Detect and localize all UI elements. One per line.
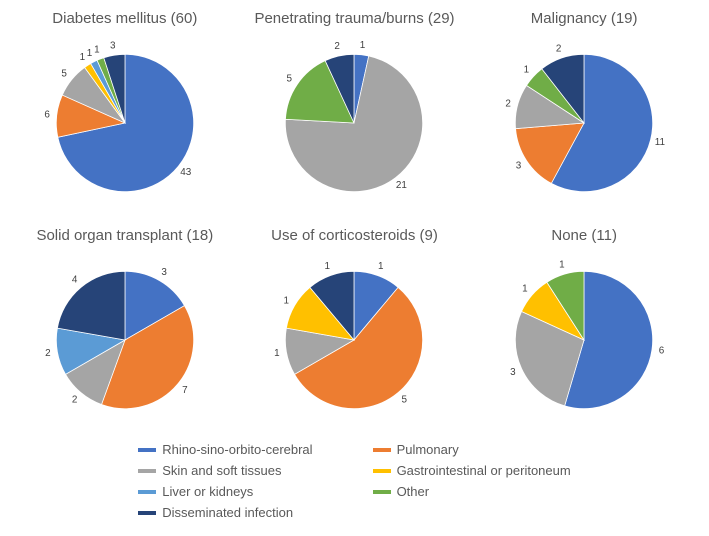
legend-label: Other bbox=[397, 484, 430, 499]
slice-label: 1 bbox=[94, 45, 100, 56]
chart-title: Penetrating trauma/burns (29) bbox=[250, 10, 460, 27]
pie-chart: 1 21 5 2 bbox=[264, 33, 444, 213]
legend-swatch bbox=[373, 490, 391, 494]
pie-chart: 6 3 1 1 bbox=[494, 250, 674, 430]
slice-label: 5 bbox=[402, 395, 408, 406]
legend-item-pulmonary: Pulmonary bbox=[373, 442, 571, 457]
slice-label: 6 bbox=[44, 109, 50, 120]
legend-label: Liver or kidneys bbox=[162, 484, 253, 499]
slice-label: 3 bbox=[110, 40, 116, 51]
slice-label: 2 bbox=[556, 44, 562, 55]
pie-chart: 1 5 1 1 1 bbox=[264, 250, 444, 430]
chart-title: Use of corticosteroids (9) bbox=[250, 227, 460, 244]
pie-slice-disseminated bbox=[57, 271, 125, 340]
chart-panel: Use of corticosteroids (9) 1 5 1 1 1 bbox=[250, 227, 460, 430]
slice-label: 2 bbox=[335, 41, 341, 52]
chart-grid: Diabetes mellitus (60)43651113Penetratin… bbox=[20, 10, 689, 430]
legend-swatch bbox=[138, 490, 156, 494]
slice-label: 5 bbox=[61, 68, 67, 79]
slice-label: 1 bbox=[79, 52, 85, 63]
slice-label: 1 bbox=[87, 48, 93, 59]
slice-label: 1 bbox=[559, 260, 565, 271]
chart-title: Malignancy (19) bbox=[479, 10, 689, 27]
slice-label: 2 bbox=[72, 395, 78, 406]
legend-label: Pulmonary bbox=[397, 442, 459, 457]
slice-label: 3 bbox=[516, 160, 522, 171]
pie-wrap: 1 21 5 2 bbox=[264, 33, 444, 213]
pie-wrap: 11 3 2 1 2 bbox=[494, 33, 674, 213]
slice-label: 1 bbox=[275, 348, 281, 359]
pie-chart: 43651113 bbox=[35, 33, 215, 213]
pie-chart: 11 3 2 1 2 bbox=[494, 33, 674, 213]
legend-label: Skin and soft tissues bbox=[162, 463, 281, 478]
slice-label: 4 bbox=[72, 275, 78, 286]
legend-swatch bbox=[138, 469, 156, 473]
chart-title: Diabetes mellitus (60) bbox=[20, 10, 230, 27]
legend-item-other: Other bbox=[373, 484, 571, 499]
legend-item-rhino: Rhino-sino-orbito-cerebral bbox=[138, 442, 312, 457]
slice-label: 2 bbox=[45, 348, 51, 359]
legend-label: Rhino-sino-orbito-cerebral bbox=[162, 442, 312, 457]
slice-label: 11 bbox=[655, 137, 666, 148]
slice-label: 5 bbox=[287, 74, 293, 85]
legend-item-skin: Skin and soft tissues bbox=[138, 463, 312, 478]
pie-wrap: 1 5 1 1 1 bbox=[264, 250, 444, 430]
legend-item-empty bbox=[373, 505, 571, 520]
legend-item-liver: Liver or kidneys bbox=[138, 484, 312, 499]
slice-label: 1 bbox=[522, 283, 528, 294]
figure: Diabetes mellitus (60)43651113Penetratin… bbox=[0, 0, 709, 536]
chart-title: Solid organ transplant (18) bbox=[20, 227, 230, 244]
chart-panel: Solid organ transplant (18) 3 7 2 2 4 bbox=[20, 227, 230, 430]
pie-wrap: 43651113 bbox=[35, 33, 215, 213]
slice-label: 6 bbox=[659, 346, 665, 357]
legend-swatch bbox=[373, 448, 391, 452]
legend-swatch bbox=[373, 469, 391, 473]
slice-label: 1 bbox=[378, 261, 384, 272]
legend: Rhino-sino-orbito-cerebral Pulmonary Skin … bbox=[20, 442, 689, 520]
slice-label: 3 bbox=[510, 367, 516, 378]
pie-wrap: 3 7 2 2 4 bbox=[35, 250, 215, 430]
slice-label: 43 bbox=[180, 167, 192, 178]
legend-label: Disseminated infection bbox=[162, 505, 293, 520]
chart-panel: Malignancy (19) 11 3 2 1 2 bbox=[479, 10, 689, 213]
legend-swatch bbox=[138, 448, 156, 452]
slice-label: 1 bbox=[284, 295, 290, 306]
slice-label: 7 bbox=[182, 385, 188, 396]
slice-label: 3 bbox=[161, 267, 167, 278]
slice-label: 1 bbox=[325, 261, 331, 272]
chart-panel: None (11) 6 3 1 1 bbox=[479, 227, 689, 430]
legend-label: Gastrointestinal or peritoneum bbox=[397, 463, 571, 478]
legend-item-gi: Gastrointestinal or peritoneum bbox=[373, 463, 571, 478]
slice-label: 21 bbox=[396, 180, 408, 191]
chart-panel: Penetrating trauma/burns (29) 1 21 5 2 bbox=[250, 10, 460, 213]
pie-chart: 3 7 2 2 4 bbox=[35, 250, 215, 430]
chart-panel: Diabetes mellitus (60)43651113 bbox=[20, 10, 230, 213]
slice-label: 1 bbox=[360, 40, 366, 51]
chart-title: None (11) bbox=[479, 227, 689, 244]
pie-wrap: 6 3 1 1 bbox=[494, 250, 674, 430]
legend-item-disseminated: Disseminated infection bbox=[138, 505, 312, 520]
legend-swatch bbox=[138, 511, 156, 515]
slice-label: 2 bbox=[506, 98, 512, 109]
slice-label: 1 bbox=[524, 65, 530, 76]
